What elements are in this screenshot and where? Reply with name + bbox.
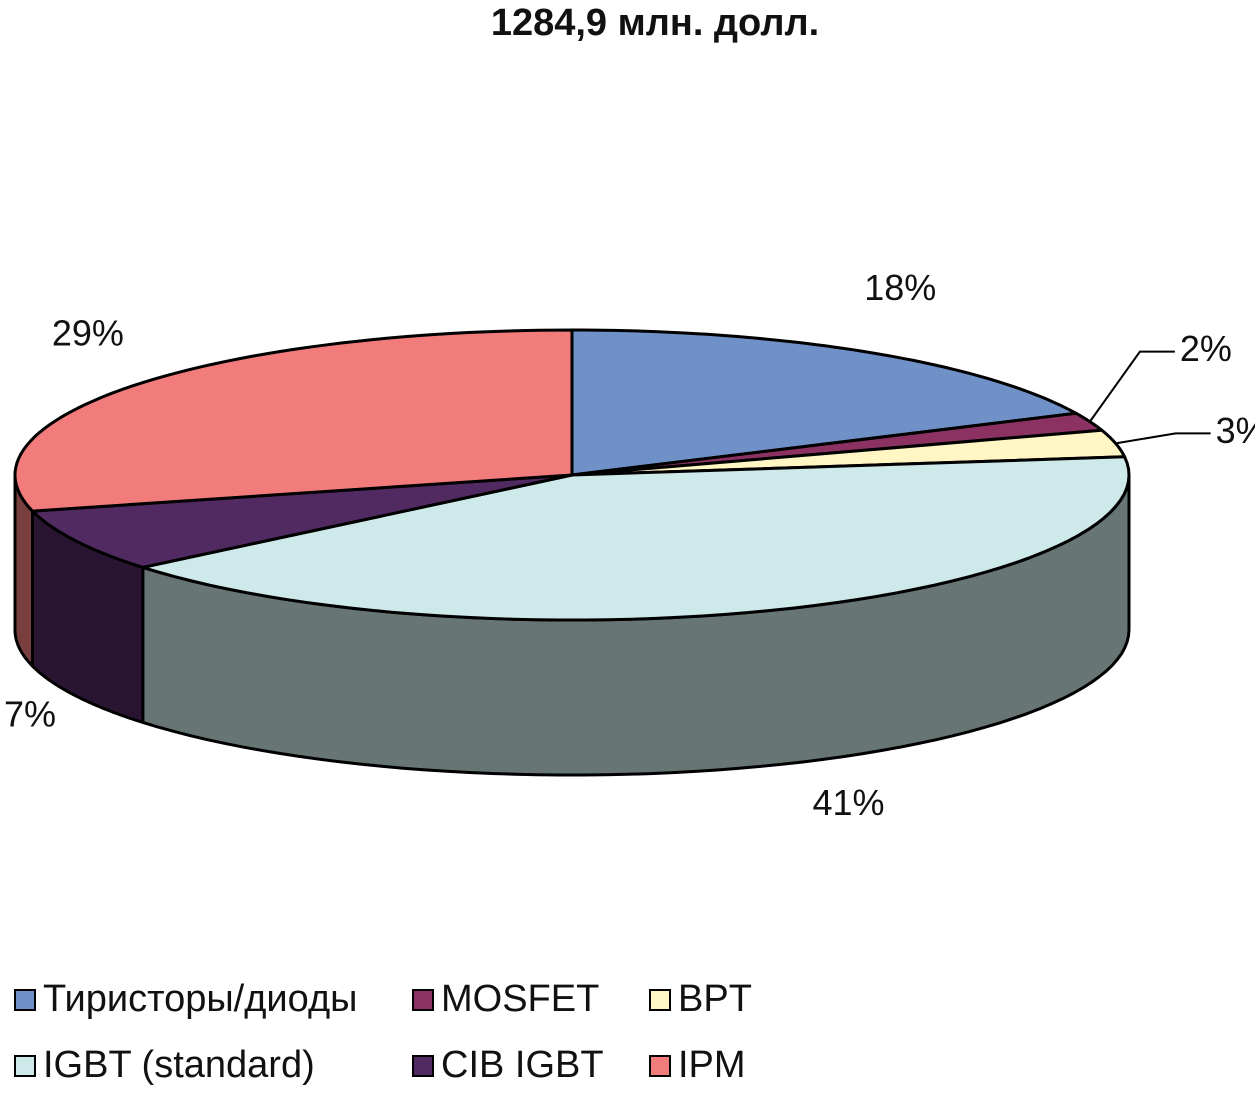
legend-label: MOSFET: [441, 978, 599, 1020]
legend-label: IPM: [678, 1044, 746, 1086]
legend-swatch: [412, 989, 434, 1011]
legend-swatch: [412, 1055, 434, 1077]
slice: [570, 328, 1078, 477]
chart-title: 1284,9 млн. долл.: [491, 2, 819, 44]
legend-label: CIB IGBT: [441, 1044, 604, 1086]
legend-swatch: [649, 1055, 671, 1077]
legend-swatch: [649, 989, 671, 1011]
leader-line: [1115, 432, 1211, 445]
slice: [31, 473, 574, 569]
legend-swatch: [14, 1055, 36, 1077]
legend-label: BPT: [678, 978, 752, 1020]
data-label: 18%: [864, 267, 936, 308]
data-label: 29%: [52, 312, 124, 353]
legend-label: IGBT (standard): [43, 1044, 315, 1086]
data-label: 3%: [1216, 410, 1255, 451]
data-label: 7%: [4, 693, 56, 734]
data-label: 2%: [1180, 328, 1232, 369]
data-label: 41%: [812, 782, 884, 823]
legend-swatch: [14, 989, 36, 1011]
slice: [141, 455, 1131, 622]
legend-label: Тиристоры/диоды: [43, 978, 357, 1020]
slice: [13, 328, 574, 513]
leader-line: [1089, 350, 1175, 423]
